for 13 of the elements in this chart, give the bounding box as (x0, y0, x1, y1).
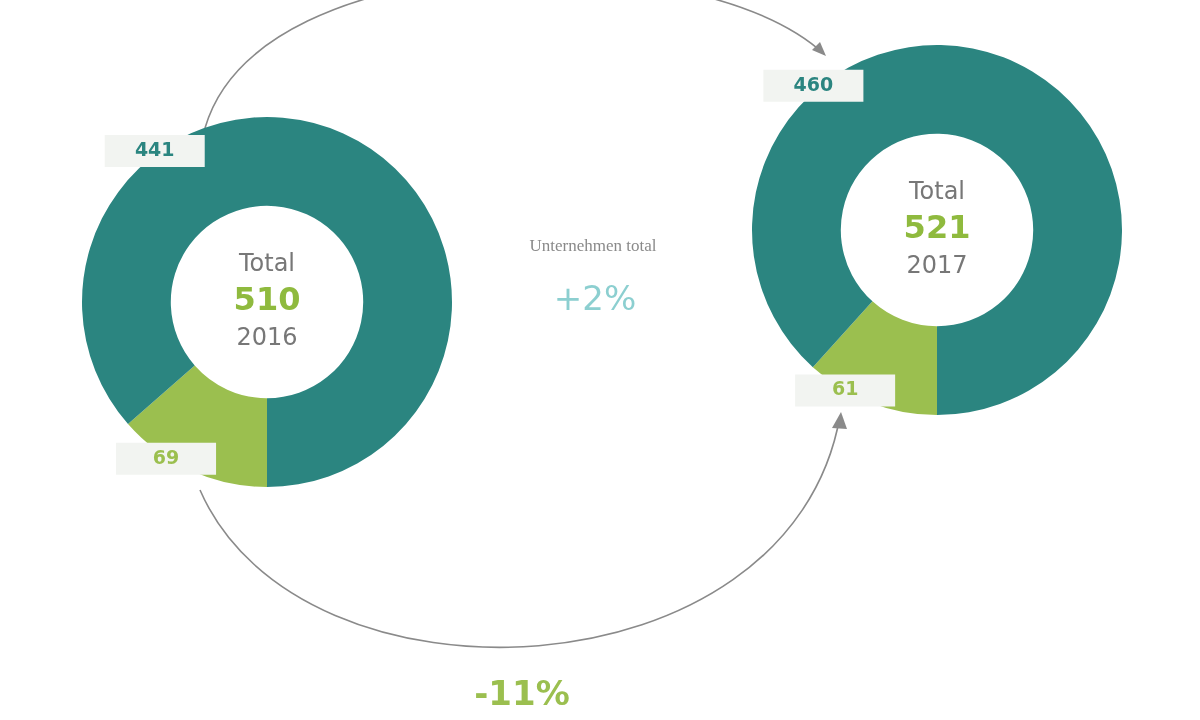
data-label: 69 (152, 445, 180, 468)
text: Total (907, 177, 966, 206)
text: Total (237, 249, 296, 278)
text: 2016 (236, 323, 298, 352)
data-label: 441 (134, 137, 175, 160)
text: 2017 (906, 251, 968, 280)
data-label: 61 (831, 377, 859, 400)
text: 521 (903, 208, 971, 247)
data-label: 460 (793, 72, 834, 95)
text: +2% (553, 278, 637, 318)
text: -11% (474, 673, 570, 713)
text: Unternehmen total (529, 236, 657, 256)
text: 510 (233, 280, 301, 319)
